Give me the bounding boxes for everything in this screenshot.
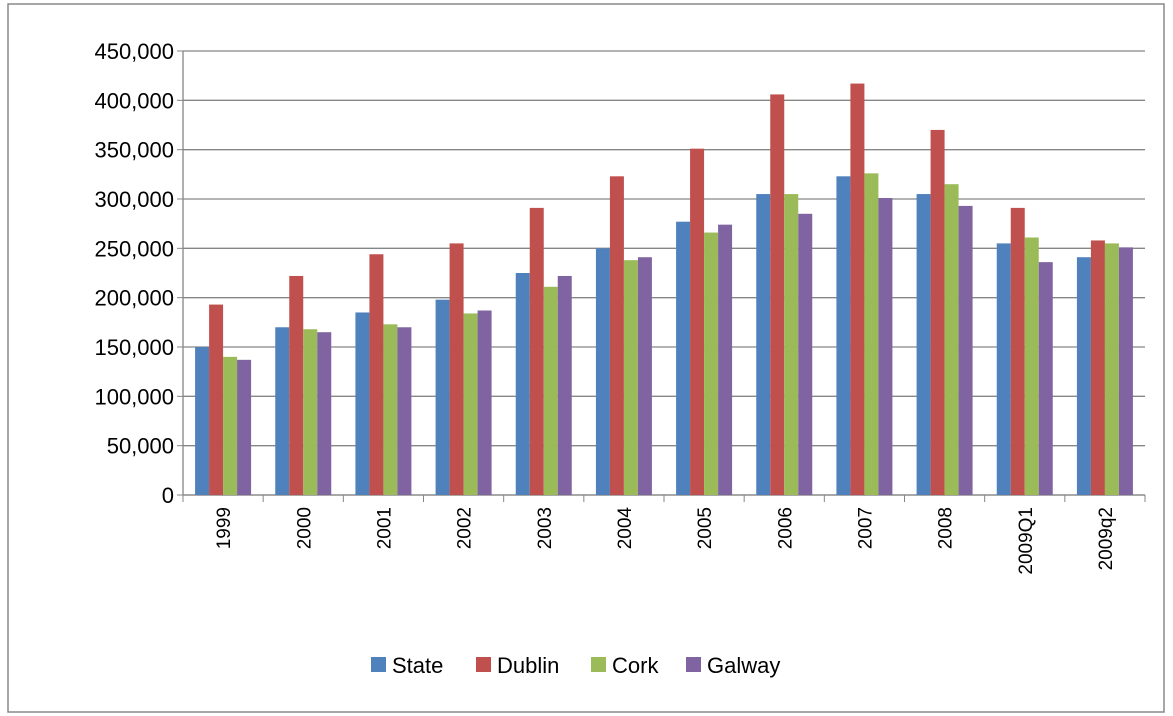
bar <box>275 327 290 495</box>
bar <box>930 129 945 495</box>
y-tick-label: 450,000 <box>94 39 174 64</box>
x-tick-label: 2007 <box>855 507 876 549</box>
y-tick-label: 250,000 <box>94 236 174 261</box>
y-tick-label: 150,000 <box>94 335 174 360</box>
legend-item: Galway <box>686 653 780 678</box>
bar <box>850 83 865 495</box>
legend-swatch <box>686 657 701 672</box>
bar <box>609 176 624 495</box>
bar <box>529 207 544 495</box>
bar <box>944 184 959 495</box>
bar <box>195 347 210 495</box>
bar <box>397 327 412 495</box>
bar <box>623 260 638 495</box>
x-tick-label: 2008 <box>936 507 957 549</box>
bar <box>770 94 785 495</box>
y-tick-label: 300,000 <box>94 187 174 212</box>
bar <box>1104 243 1119 495</box>
bar <box>515 273 530 495</box>
bar <box>355 312 370 495</box>
legend-label: Galway <box>707 653 780 678</box>
bar <box>718 224 733 496</box>
bar <box>1038 262 1053 495</box>
legend-swatch <box>591 657 606 672</box>
bar <box>449 243 464 495</box>
bar <box>798 213 813 496</box>
y-tick-label: 400,000 <box>94 88 174 113</box>
bar <box>916 194 931 496</box>
bar <box>369 254 384 495</box>
bar <box>864 173 879 495</box>
bar <box>557 275 572 495</box>
bar <box>383 324 398 495</box>
bar <box>477 310 492 495</box>
y-tick-label: 0 <box>162 483 174 508</box>
x-tick-label: 2009q2 <box>1096 507 1117 570</box>
bar <box>223 356 238 495</box>
legend-item: State <box>371 653 443 678</box>
x-tick-label: 2001 <box>374 507 395 549</box>
x-tick-label: 2005 <box>695 507 716 549</box>
bar <box>595 248 610 495</box>
bar <box>690 148 705 495</box>
legend-label: Cork <box>612 653 659 678</box>
bar <box>289 275 304 495</box>
legend-label: State <box>392 653 443 678</box>
x-tick-label: 2003 <box>535 507 556 549</box>
bar <box>463 313 478 495</box>
bar <box>878 198 893 495</box>
bar <box>1010 207 1025 495</box>
bar <box>237 359 252 495</box>
bar <box>1090 240 1105 495</box>
y-tick-label: 50,000 <box>107 434 174 459</box>
bar <box>317 332 332 495</box>
y-tick-label: 200,000 <box>94 286 174 311</box>
bar <box>1118 247 1133 495</box>
bar <box>209 304 224 495</box>
x-tick-label: 2004 <box>615 507 636 550</box>
x-tick-label: 2000 <box>294 507 315 549</box>
legend-label: Dublin <box>497 653 559 678</box>
legend-item: Cork <box>591 653 659 678</box>
x-tick-label: 1999 <box>214 507 235 549</box>
y-tick-label: 100,000 <box>94 384 174 409</box>
bar <box>676 221 691 495</box>
x-tick-label: 2002 <box>455 507 476 549</box>
x-tick-label: 2006 <box>775 507 796 549</box>
bar <box>303 329 318 495</box>
bar <box>543 286 558 495</box>
bar <box>637 257 652 495</box>
bar <box>704 232 719 495</box>
legend-swatch <box>476 657 491 672</box>
y-tick-label: 350,000 <box>94 138 174 163</box>
bar <box>784 194 799 496</box>
legend-swatch <box>371 657 386 672</box>
chart-border <box>7 3 1165 713</box>
bar <box>996 243 1011 495</box>
bar <box>1024 237 1039 496</box>
x-tick-label: 2009Q1 <box>1016 507 1037 575</box>
bar <box>1076 257 1091 495</box>
legend-item: Dublin <box>476 653 559 678</box>
bar <box>435 299 450 495</box>
bar <box>958 205 973 495</box>
bar <box>836 176 851 495</box>
bar <box>756 194 771 496</box>
